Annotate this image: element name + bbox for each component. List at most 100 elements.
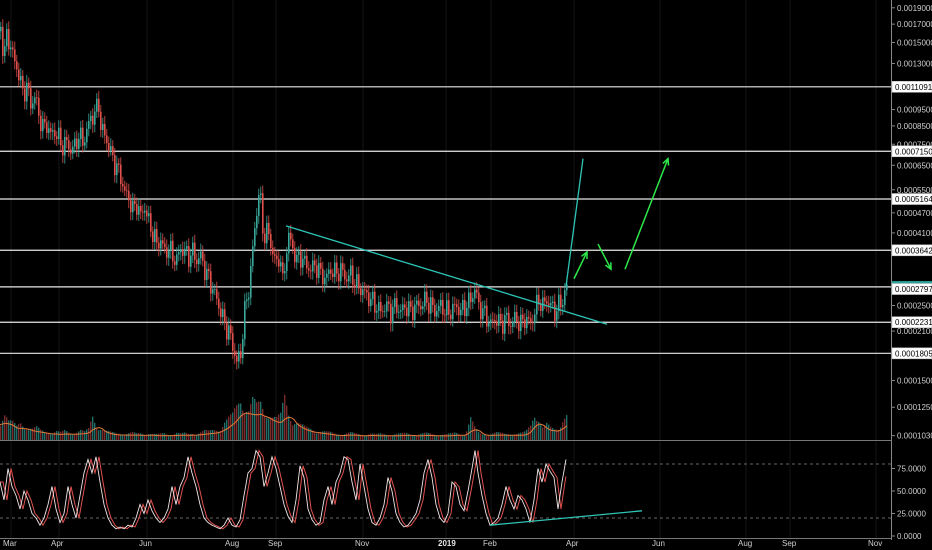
volume-bar xyxy=(244,413,246,440)
projection-arrow-head xyxy=(604,262,612,271)
candle-body xyxy=(242,339,244,359)
volume-bar xyxy=(38,427,40,440)
volume-bar xyxy=(8,420,10,440)
candle-body xyxy=(498,314,500,326)
candle-body xyxy=(170,240,172,251)
candle-body xyxy=(28,82,30,89)
candle-body xyxy=(168,250,170,258)
candle-body xyxy=(152,231,154,242)
candle-body xyxy=(328,269,330,274)
volume-bar xyxy=(308,427,310,440)
price-label-text: 0.0011091 xyxy=(895,83,932,92)
volume-bar xyxy=(264,416,266,440)
candle-body xyxy=(400,310,402,312)
volume-bar xyxy=(44,432,46,440)
candle-body xyxy=(166,247,168,258)
volume-bar xyxy=(402,432,404,440)
candle-body xyxy=(230,325,232,334)
candle-body xyxy=(284,271,286,274)
price-label-box xyxy=(891,193,932,205)
volume-bar xyxy=(248,411,250,440)
candle-body xyxy=(76,138,78,149)
candle-body xyxy=(494,319,496,322)
candle-body xyxy=(332,273,334,278)
volume-bar xyxy=(424,432,426,440)
price-label-box xyxy=(891,347,932,360)
candle-body xyxy=(120,164,122,185)
volume-bar xyxy=(454,432,456,440)
candle-body xyxy=(316,265,318,278)
candle-body xyxy=(58,127,60,140)
candle-body xyxy=(72,146,74,154)
volume-bar xyxy=(204,429,206,440)
volume-bar xyxy=(550,426,552,440)
oscillator-tick-label: 25.0000 xyxy=(897,510,926,519)
candle-body xyxy=(462,299,464,310)
volume-bar xyxy=(230,414,232,440)
candle-body xyxy=(564,290,566,305)
candle-body xyxy=(62,145,64,156)
candle-body xyxy=(66,137,68,141)
volume-bar xyxy=(486,435,488,440)
candle-body xyxy=(342,263,344,270)
volume-bar xyxy=(154,433,156,440)
volume-bar xyxy=(16,425,18,440)
candle-body xyxy=(156,229,158,243)
candle-body xyxy=(36,97,38,99)
volume-bar xyxy=(128,433,130,440)
volume-bar xyxy=(200,432,202,440)
volume-bar xyxy=(28,429,30,440)
oscillator-signal-line xyxy=(0,449,567,530)
candle-body xyxy=(56,136,58,140)
candle-body xyxy=(196,259,198,265)
candle-body xyxy=(410,301,412,307)
candle-body xyxy=(186,246,188,249)
candlesticks xyxy=(0,19,568,370)
volume-bar xyxy=(20,423,22,440)
volume-bar xyxy=(70,433,72,440)
volume-bar xyxy=(256,402,258,440)
candle-body xyxy=(468,292,470,308)
volume-bar xyxy=(438,435,440,440)
volume-bar xyxy=(58,431,60,440)
candle-body xyxy=(226,322,228,340)
volume-bar xyxy=(444,434,446,440)
candle-body xyxy=(136,203,138,215)
oscillator-tick-label: 0.0000 xyxy=(897,532,922,541)
volume-bar xyxy=(106,430,108,440)
price-tick-label: 0.0015000 xyxy=(897,39,932,48)
volume-bar xyxy=(542,427,544,440)
oscillator-panel xyxy=(0,449,891,539)
projection-arrow-shaft xyxy=(624,158,669,270)
candle-body xyxy=(48,128,50,133)
volume-bar xyxy=(288,415,290,440)
candle-body xyxy=(382,311,384,313)
candle-body xyxy=(128,190,130,201)
price-tick-label: 0.0004700 xyxy=(897,209,932,218)
volume-bar xyxy=(524,431,526,440)
volume-bar xyxy=(306,426,308,440)
candle-body xyxy=(320,263,322,269)
candle-body xyxy=(538,294,540,305)
time-tick-label: Jun xyxy=(652,539,665,548)
candle-body xyxy=(68,140,70,150)
candle-body xyxy=(450,314,452,320)
volume-bar xyxy=(560,427,562,440)
candle-body xyxy=(60,127,62,146)
volume-bar xyxy=(360,434,362,440)
candle-body xyxy=(118,163,120,165)
volume-bar xyxy=(540,424,542,440)
volume-bar xyxy=(82,430,84,440)
volume-bar xyxy=(414,435,416,440)
candle-body xyxy=(98,98,100,112)
candle-body xyxy=(188,246,190,267)
price-tick-label: 0.0019000 xyxy=(897,4,932,13)
volume-bar xyxy=(198,433,200,440)
candle-body xyxy=(42,118,44,132)
volume-bar xyxy=(382,433,384,440)
volume-bar xyxy=(390,435,392,440)
candle-body xyxy=(362,289,364,296)
candle-body xyxy=(514,312,516,322)
volume-bar xyxy=(98,430,100,440)
